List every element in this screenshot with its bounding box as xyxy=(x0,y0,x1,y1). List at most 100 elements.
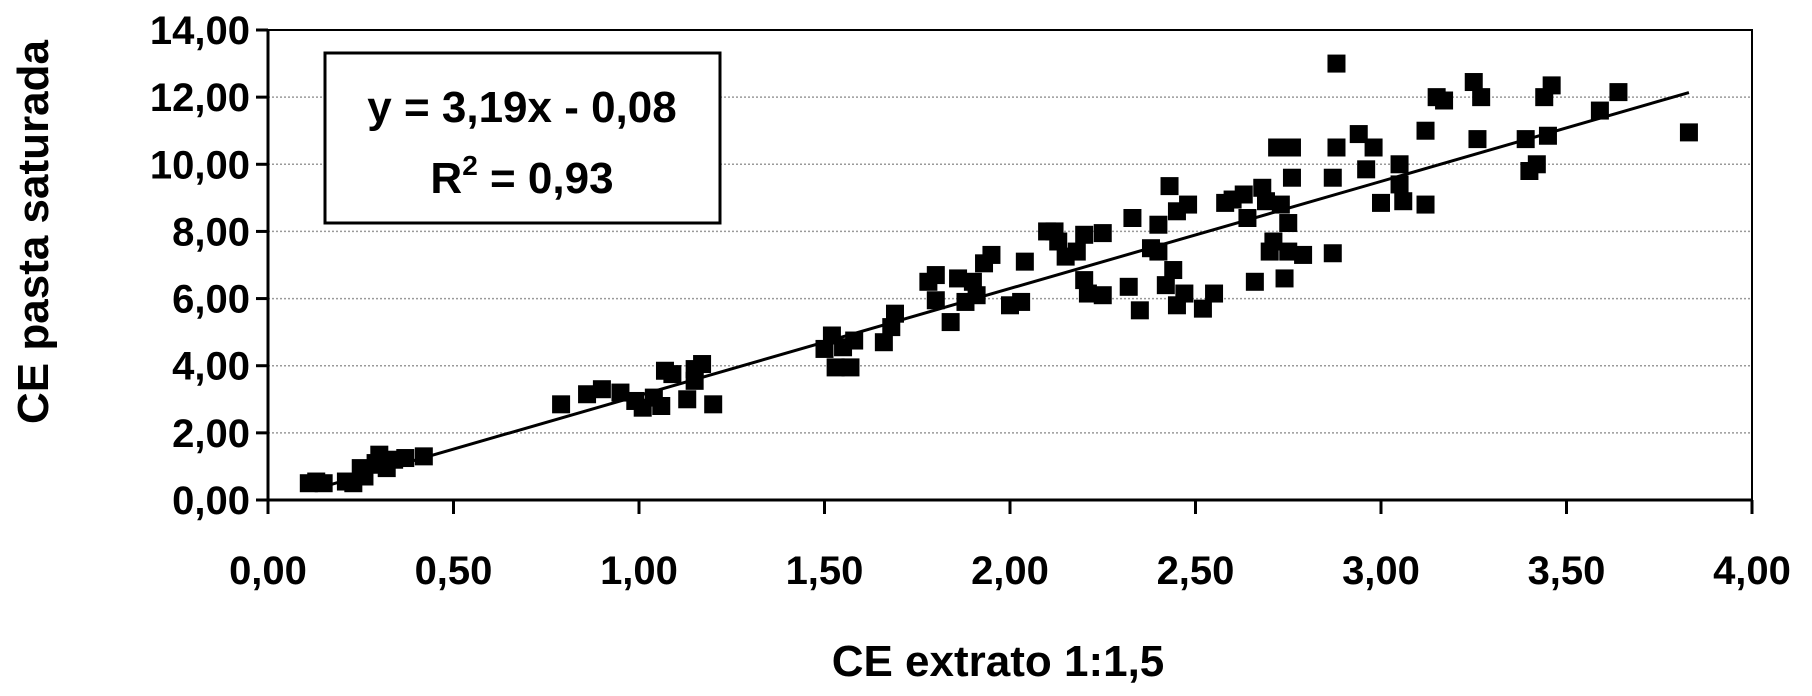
data-point-62 xyxy=(1123,209,1142,227)
x-axis-title: CE extrato 1:1,5 xyxy=(832,637,1165,686)
data-point-35 xyxy=(874,333,893,352)
data-point-57 xyxy=(1078,284,1097,303)
data-point-118 xyxy=(1609,83,1628,102)
data-point-66 xyxy=(1149,215,1168,234)
x-tick-label-1: 0,50 xyxy=(415,549,493,593)
data-point-111 xyxy=(1516,130,1535,149)
y-tick-label-4: 8,00 xyxy=(172,210,250,254)
data-point-49 xyxy=(1012,292,1031,311)
data-point-113 xyxy=(1527,155,1546,174)
data-point-88 xyxy=(1279,214,1298,233)
x-tick-labels: 0,00 0,50 1,00 1,50 2,00 2,50 3,00 3,50 4,00 xyxy=(229,549,1791,593)
data-point-85 xyxy=(1268,138,1287,157)
data-point-55 xyxy=(1067,242,1086,261)
data-point-97 xyxy=(1349,125,1368,144)
x-tick-label-0: 0,00 xyxy=(229,549,307,593)
data-point-63 xyxy=(1130,301,1149,320)
data-point-16 xyxy=(592,380,611,399)
y-tick-label-1: 2,00 xyxy=(172,412,250,456)
data-point-37 xyxy=(885,304,904,323)
data-point-33 xyxy=(841,358,860,377)
data-point-75 xyxy=(1205,284,1224,303)
x-tick-label-4: 2,00 xyxy=(971,549,1049,593)
data-point-99 xyxy=(1364,138,1383,157)
data-point-23 xyxy=(663,365,682,384)
y-tick-labels: 0,00 2,00 4,00 6,00 8,00 10,00 12,00 14,00 xyxy=(150,9,250,523)
y-axis-title: CE pasta saturada xyxy=(9,40,58,424)
data-point-86 xyxy=(1271,195,1290,214)
data-point-41 xyxy=(941,313,960,332)
x-tick-label-6: 3,00 xyxy=(1342,549,1420,593)
data-point-39 xyxy=(926,266,945,285)
data-point-72 xyxy=(1175,284,1194,303)
data-point-42 xyxy=(949,269,968,288)
data-point-31 xyxy=(826,358,845,377)
trendline-path xyxy=(312,91,1690,492)
data-point-116 xyxy=(1542,76,1561,95)
data-point-105 xyxy=(1416,121,1435,140)
data-point-47 xyxy=(982,245,1001,264)
data-point-101 xyxy=(1390,155,1409,174)
x-tick-label-7: 3,50 xyxy=(1528,549,1606,593)
data-point-109 xyxy=(1468,130,1487,149)
data-point-45 xyxy=(967,286,986,305)
data-point-84 xyxy=(1264,232,1283,251)
data-point-95 xyxy=(1327,138,1346,157)
data-point-69 xyxy=(1164,261,1183,280)
data-point-15 xyxy=(578,385,597,404)
data-point-117 xyxy=(1590,101,1609,120)
data-point-24 xyxy=(678,390,697,409)
data-point-98 xyxy=(1357,160,1376,179)
data-point-12 xyxy=(396,449,415,468)
data-point-53 xyxy=(1049,232,1068,251)
data-point-103 xyxy=(1394,192,1413,211)
data-point-61 xyxy=(1119,277,1138,296)
data-point-79 xyxy=(1238,209,1257,227)
data-point-78 xyxy=(1234,185,1253,204)
data-point-60 xyxy=(1093,224,1112,243)
data-point-21 xyxy=(652,397,671,415)
y-tick-label-7: 14,00 xyxy=(150,9,250,53)
y-tick-label-0: 0,00 xyxy=(172,479,250,523)
data-point-93 xyxy=(1323,244,1342,263)
data-point-87 xyxy=(1275,269,1294,288)
y-tick-label-2: 4,00 xyxy=(172,345,250,389)
data-points xyxy=(299,54,1698,493)
y-tick-label-6: 12,00 xyxy=(150,76,250,120)
data-point-104 xyxy=(1416,195,1435,214)
data-point-115 xyxy=(1538,126,1557,145)
equation-box-border xyxy=(323,51,722,225)
r-squared: R2 = 0,93 xyxy=(430,150,613,203)
data-point-107 xyxy=(1435,91,1454,110)
data-point-50 xyxy=(1015,252,1034,271)
data-point-27 xyxy=(704,395,723,414)
x-tick-label-2: 1,00 xyxy=(600,549,678,593)
data-point-74 xyxy=(1193,299,1212,318)
regression-equation: y = 3,19x - 0,08 xyxy=(367,83,676,132)
data-point-40 xyxy=(926,291,945,310)
data-point-2 xyxy=(314,474,333,493)
data-point-65 xyxy=(1149,242,1168,261)
data-point-58 xyxy=(1075,225,1094,244)
data-point-92 xyxy=(1294,245,1313,264)
data-point-94 xyxy=(1323,168,1342,187)
data-point-13 xyxy=(414,447,433,466)
data-point-68 xyxy=(1160,177,1179,196)
x-tick-label-5: 2,50 xyxy=(1157,549,1235,593)
data-point-90 xyxy=(1282,168,1301,187)
data-point-100 xyxy=(1372,193,1390,212)
data-point-34 xyxy=(845,331,864,350)
x-tick-label-3: 1,50 xyxy=(786,549,864,593)
axes xyxy=(256,28,1754,514)
x-tick-label-8: 4,00 xyxy=(1713,549,1791,593)
gridlines xyxy=(268,96,1752,434)
data-point-28 xyxy=(685,371,704,390)
data-point-59 xyxy=(1093,286,1112,305)
data-point-26 xyxy=(693,355,712,374)
data-point-91 xyxy=(1282,138,1301,157)
data-point-17 xyxy=(611,383,630,402)
trendline xyxy=(312,91,1690,492)
data-point-14 xyxy=(552,395,571,414)
y-tick-label-3: 6,00 xyxy=(172,278,250,322)
